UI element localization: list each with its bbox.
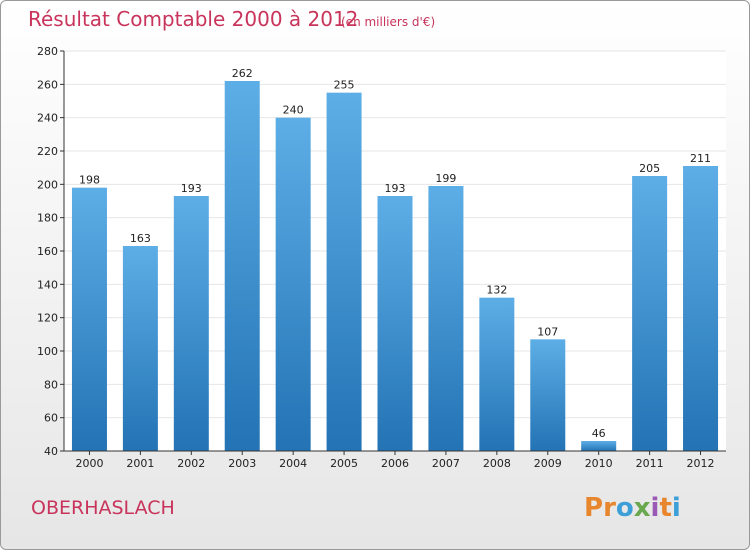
- bar-2006: [377, 196, 413, 451]
- y-axis-ticks: 40 60 80 100 120 140 160 180 200 220 240 260 280: [37, 45, 64, 458]
- bar-2011: [632, 176, 668, 451]
- y-tick-label: 40: [44, 445, 58, 458]
- value-label-2002: 193: [181, 182, 202, 195]
- value-label-2012: 211: [690, 152, 711, 165]
- x-tick-label-2001: 2001: [126, 457, 154, 470]
- logo-letter: t: [659, 493, 671, 523]
- logo-letter: P: [584, 493, 603, 523]
- value-label-2011: 205: [639, 162, 660, 175]
- value-label-2000: 198: [79, 174, 100, 187]
- bars: [71, 81, 719, 452]
- value-label-2003: 262: [232, 67, 253, 80]
- value-label-2007: 199: [435, 172, 456, 185]
- y-tick-label: 120: [37, 312, 58, 325]
- logo-letter: i: [651, 493, 660, 523]
- x-tick-label-2005: 2005: [330, 457, 358, 470]
- y-tick-label: 80: [44, 378, 58, 391]
- commune-name: OBERHASLACH: [31, 497, 175, 519]
- bar-2000: [71, 187, 107, 451]
- value-label-2010: 46: [592, 427, 606, 440]
- y-tick-label: 220: [37, 145, 58, 158]
- value-label-2005: 255: [334, 79, 355, 92]
- value-labels: 198 163 193 262 240 255 193 199 132 107 46 205 211: [79, 67, 711, 440]
- y-tick-label: 60: [44, 412, 58, 425]
- logo-letter: o: [616, 493, 634, 523]
- logo-letter: r: [603, 493, 616, 523]
- x-tick-label-2006: 2006: [381, 457, 409, 470]
- bar-2008: [479, 297, 515, 451]
- value-label-2009: 107: [537, 325, 558, 338]
- x-axis-ticks: 2000 2001 2002 2003 2004 2005 2006 2007 2008 2009…: [75, 451, 715, 470]
- chart-unit-note: (en milliers d'€): [341, 15, 435, 29]
- bar-2009: [530, 339, 566, 451]
- value-label-2004: 240: [283, 104, 304, 117]
- y-tick-label: 140: [37, 278, 58, 291]
- bar-2012: [683, 166, 719, 451]
- chart-title: Résultat Comptable 2000 à 2012: [28, 7, 358, 31]
- y-tick-label: 280: [37, 45, 58, 58]
- y-tick-label: 180: [37, 212, 58, 225]
- value-label-2006: 193: [385, 182, 406, 195]
- bar-2002: [173, 196, 209, 451]
- bar-2001: [122, 246, 158, 451]
- bar-2010: [581, 441, 617, 451]
- y-tick-label: 240: [37, 112, 58, 125]
- value-label-2008: 132: [486, 284, 507, 297]
- x-tick-label-2010: 2010: [585, 457, 613, 470]
- y-tick-label: 100: [37, 345, 58, 358]
- y-tick-label: 260: [37, 78, 58, 91]
- x-tick-label-2008: 2008: [483, 457, 511, 470]
- proxiti-logo: Proxiti: [584, 493, 681, 523]
- logo-letter: x: [634, 493, 651, 523]
- logo-letter: i: [672, 493, 681, 523]
- bar-2005: [326, 92, 362, 452]
- x-tick-label-2000: 2000: [75, 457, 103, 470]
- bar-2003: [224, 81, 260, 451]
- x-tick-label-2007: 2007: [432, 457, 460, 470]
- x-tick-label-2004: 2004: [279, 457, 307, 470]
- x-tick-label-2012: 2012: [687, 457, 715, 470]
- x-tick-label-2003: 2003: [228, 457, 256, 470]
- y-tick-label: 160: [37, 245, 58, 258]
- y-tick-label: 200: [37, 178, 58, 191]
- x-tick-label-2002: 2002: [177, 457, 205, 470]
- x-tick-label-2011: 2011: [636, 457, 664, 470]
- bar-2007: [428, 186, 464, 451]
- x-tick-label-2009: 2009: [534, 457, 562, 470]
- value-label-2001: 163: [130, 232, 151, 245]
- bar-2004: [275, 117, 311, 452]
